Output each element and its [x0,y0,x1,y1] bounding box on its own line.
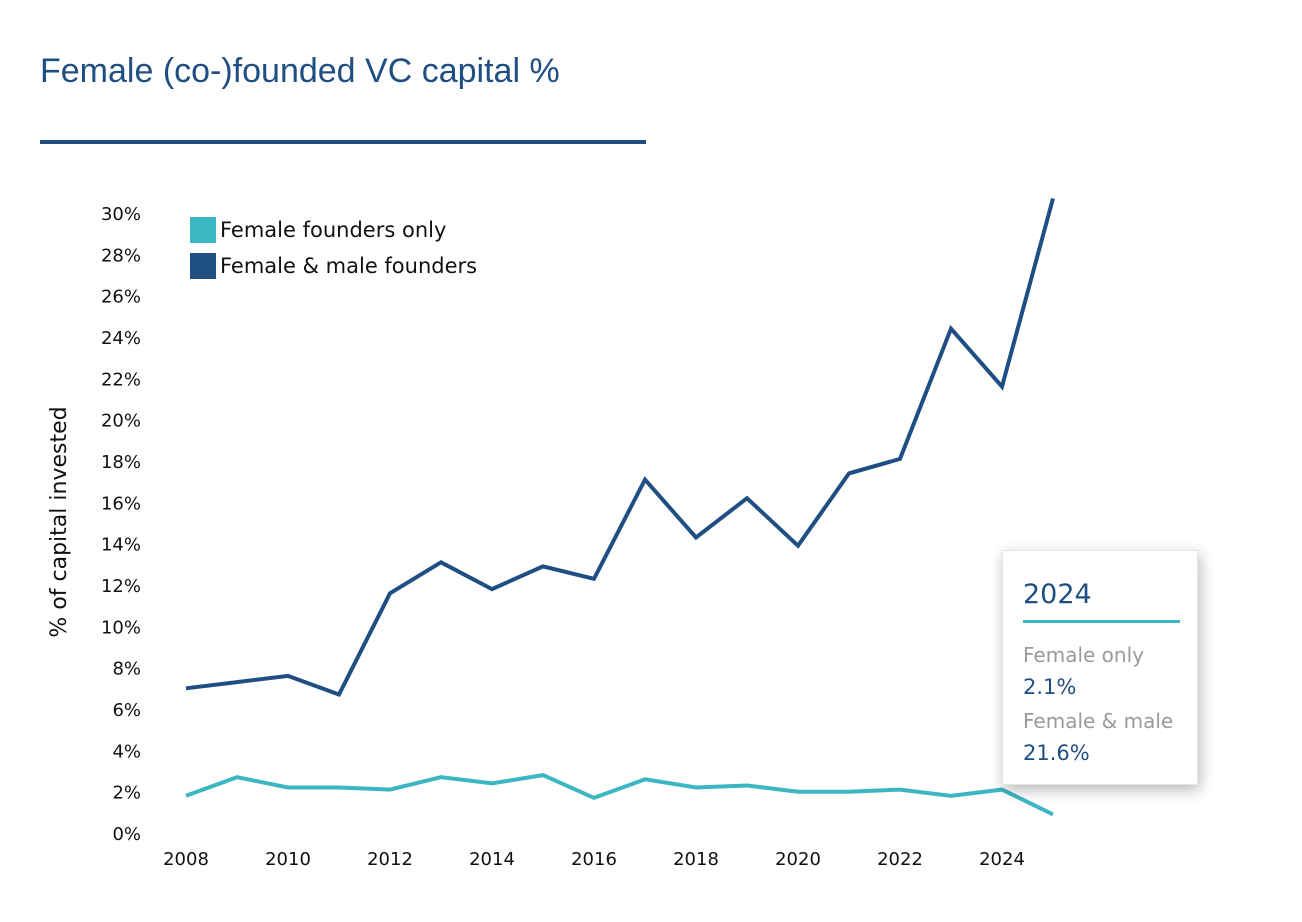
y-tick-label: 20% [101,411,141,432]
legend-label: Female & male founders [220,254,478,278]
title-underline [40,140,646,144]
x-tick-label: 2012 [367,849,413,870]
y-tick-label: 8% [112,659,141,680]
x-tick-label: 2024 [979,849,1025,870]
y-tick-label: 26% [101,287,141,308]
tooltip-female-only-value: 2.1% [1023,675,1077,699]
tooltip-female-only-label: Female only [1023,643,1144,667]
y-tick-label: 28% [101,245,141,266]
x-tick-label: 2008 [163,849,209,870]
y-tick-label: 22% [101,369,141,390]
y-tick-label: 14% [101,535,141,556]
series-line-female-only[interactable] [185,773,1054,817]
x-tick-label: 2018 [673,849,719,870]
tooltip-year: 2024 [1023,579,1092,610]
y-tick-label: 4% [112,741,141,762]
tooltip-female-male-value: 21.6% [1023,741,1090,765]
legend-item-female-male[interactable]: Female & male founders [190,248,477,284]
y-axis-label: % of capital invested [47,406,72,637]
chart-legend: Female founders only Female & male found… [190,212,477,284]
y-tick-label: 2% [112,783,141,804]
y-tick-label: 0% [112,824,141,845]
y-tick-label: 24% [101,328,141,349]
y-tick-label: 10% [101,617,141,638]
x-tick-label: 2022 [877,849,923,870]
y-tick-label: 16% [101,493,141,514]
series-line-female-male[interactable] [185,197,1055,697]
y-tick-label: 12% [101,576,141,597]
x-tick-label: 2016 [571,849,617,870]
legend-label: Female founders only [220,218,447,242]
legend-swatch [190,253,216,279]
legend-item-female-only[interactable]: Female founders only [190,212,477,248]
chart-title: Female (co-)founded VC capital % [40,52,560,90]
x-tick-label: 2020 [775,849,821,870]
hover-tooltip: 2024 Female only 2.1% Female & male 21.6… [1002,550,1198,785]
y-tick-label: 6% [112,700,141,721]
x-tick-label: 2010 [265,849,311,870]
y-tick-label: 18% [101,452,141,473]
legend-swatch [190,217,216,243]
y-tick-label: 30% [101,204,141,225]
x-tick-label: 2014 [469,849,515,870]
tooltip-female-male-label: Female & male [1023,709,1174,733]
tooltip-divider [1023,620,1180,623]
